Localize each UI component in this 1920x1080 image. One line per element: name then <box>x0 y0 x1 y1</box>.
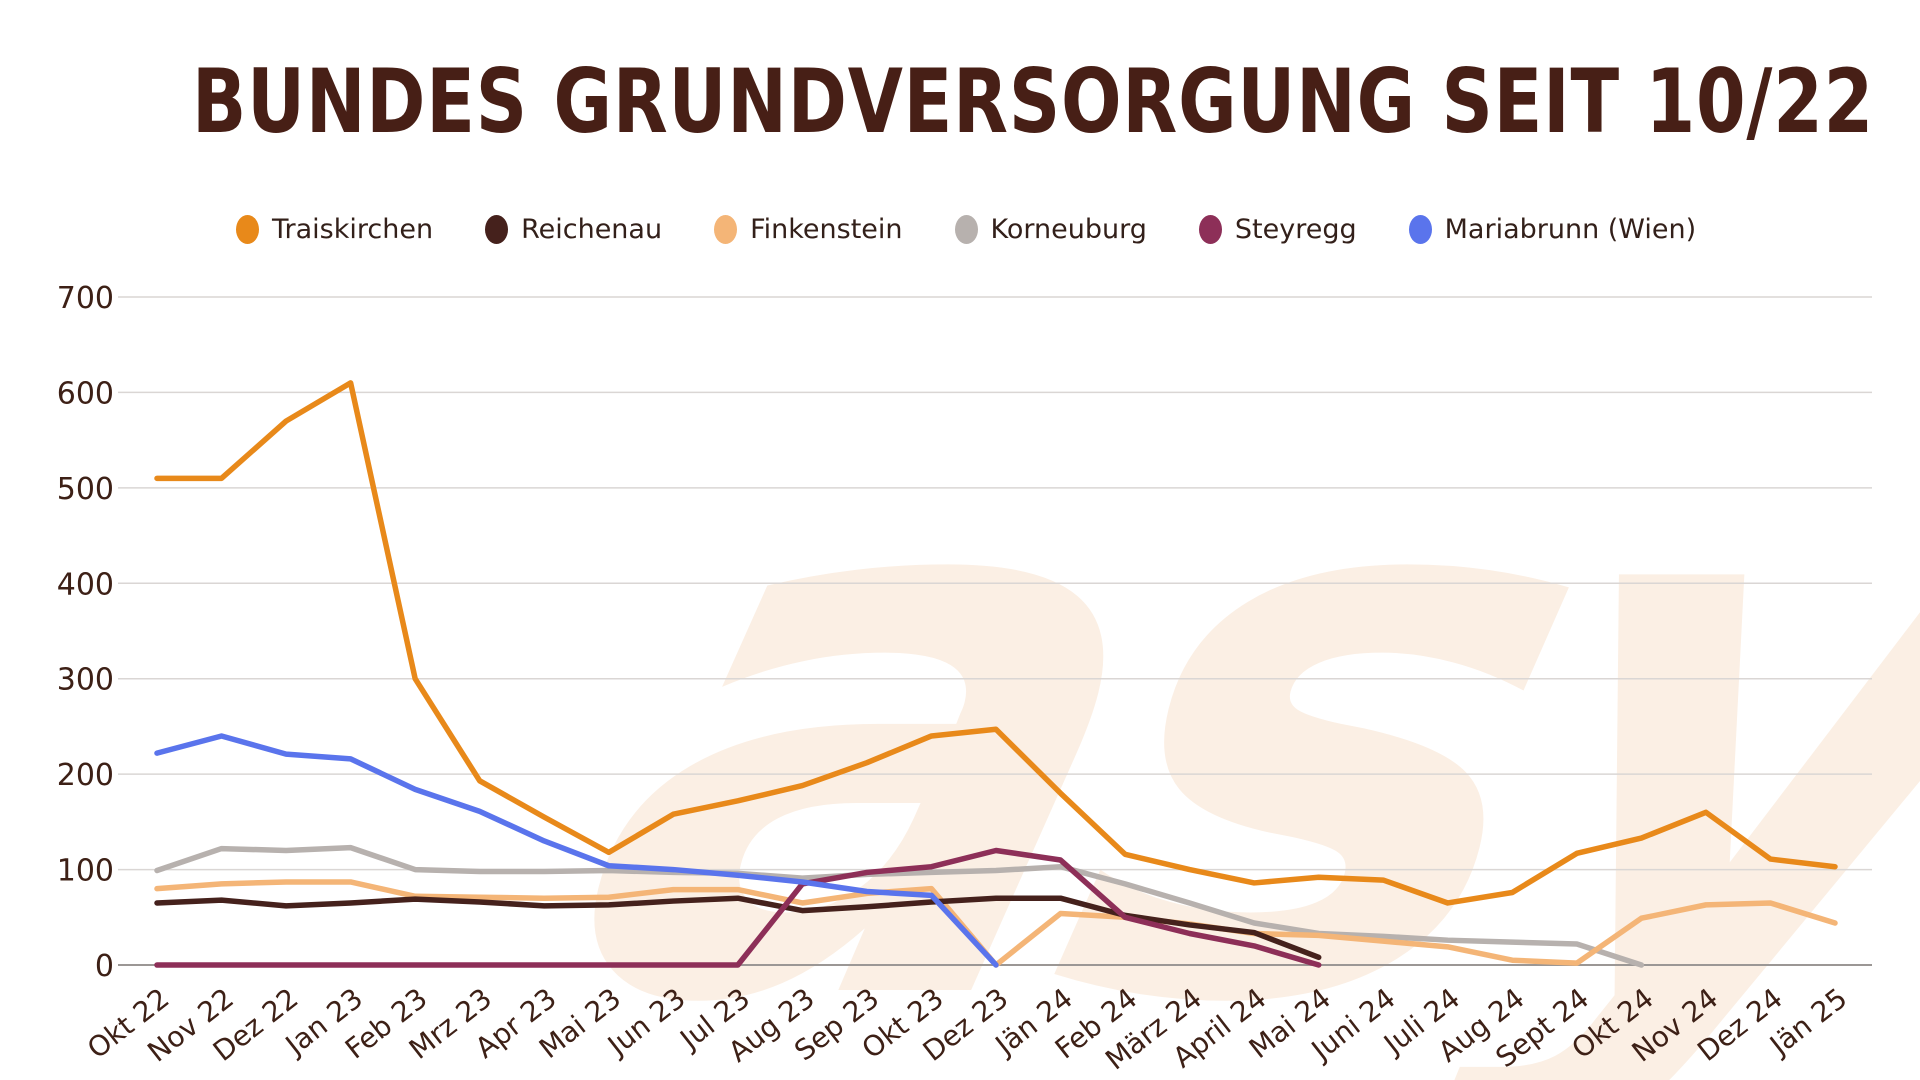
y-axis-label: 0 <box>95 949 114 984</box>
y-axis-label: 700 <box>57 281 114 316</box>
legend-item-steyregg: Steyregg <box>1198 214 1357 245</box>
y-axis-label: 200 <box>57 758 114 793</box>
legend-dot-korneuburg <box>954 215 978 244</box>
watermark-text: asyl <box>515 286 1920 1080</box>
y-axis-label: 400 <box>57 567 114 602</box>
y-axis-label: 600 <box>57 376 114 411</box>
legend-dot-traiskirchen <box>236 215 259 244</box>
series-line-traiskirchen <box>154 380 1838 906</box>
legend-label: Reichenau <box>521 214 663 245</box>
legend-dot-finkenstein <box>714 215 738 244</box>
y-axis-label: 300 <box>57 663 114 698</box>
legend-dot-reichenau <box>485 215 509 244</box>
chart-title: BUNDES GRUNDVERSORGUNG SEIT 10/22 <box>192 50 1875 153</box>
legend-dot-mariabrunn-wien <box>1408 215 1432 244</box>
series-line-mariabrunn-wien <box>154 733 999 968</box>
legend-item-traiskirchen: Traiskirchen <box>236 214 433 245</box>
legend-label: Mariabrunn (Wien) <box>1444 214 1697 245</box>
legend-item-finkenstein: Finkenstein <box>714 214 903 245</box>
legend-item-korneuburg: Korneuburg <box>954 214 1147 245</box>
series-line-korneuburg <box>154 844 1645 968</box>
y-axis-label: 100 <box>57 854 114 889</box>
legend-label: Finkenstein <box>750 214 903 245</box>
legend-item-mariabrunn-wien: Mariabrunn (Wien) <box>1408 214 1697 245</box>
chart-legend: Traiskirchen Reichenau Finkenstein Korneubu… <box>236 214 1696 245</box>
legend-item-reichenau: Reichenau <box>485 214 662 245</box>
legend-label: Korneuburg <box>990 214 1147 245</box>
legend-label: Steyregg <box>1234 214 1357 245</box>
series-line-steyregg <box>154 847 1322 968</box>
y-axis-label: 500 <box>57 472 114 507</box>
legend-dot-steyregg <box>1198 215 1222 244</box>
legend-label: Traiskirchen <box>272 214 434 245</box>
